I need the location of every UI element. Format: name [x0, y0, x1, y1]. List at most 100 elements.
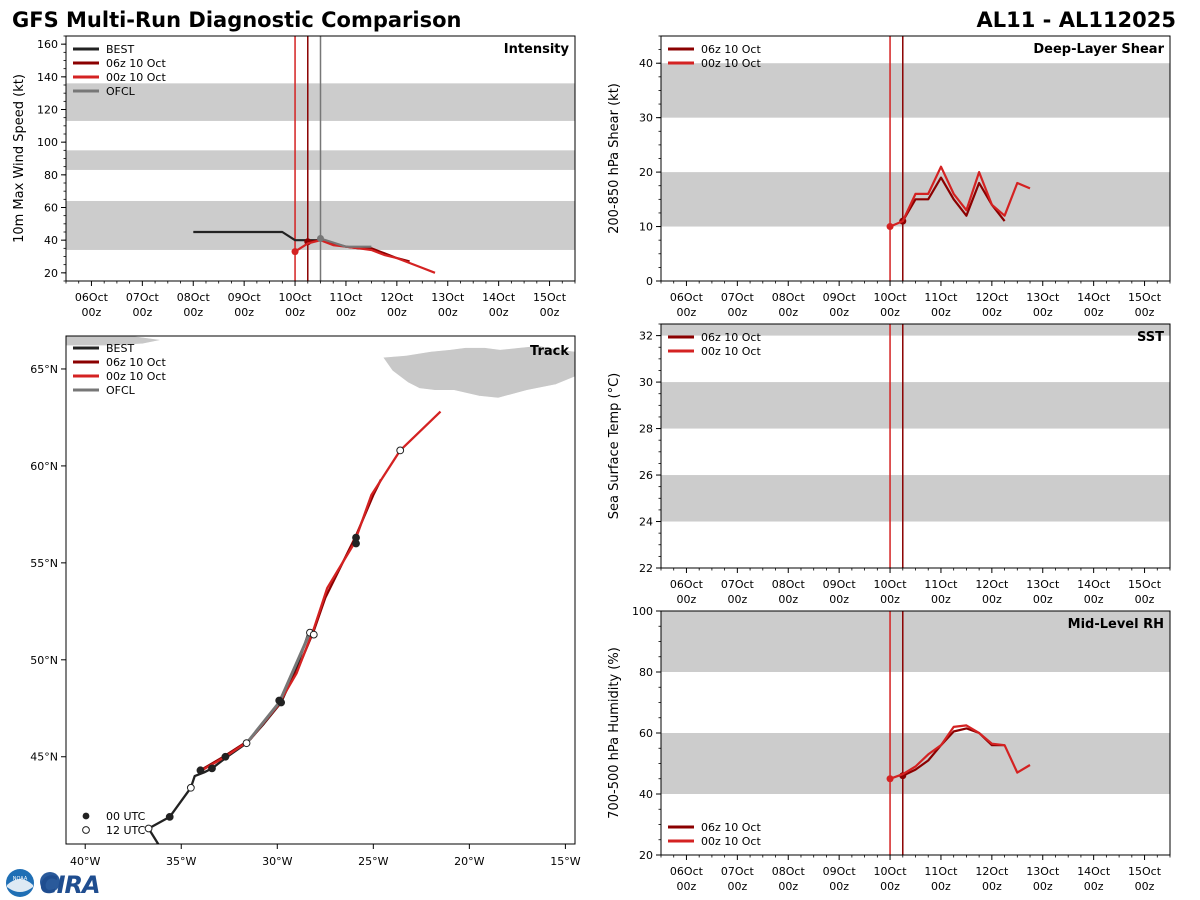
intensity-series-start-run_00z — [291, 248, 299, 256]
rh-series-start-run_00z — [886, 775, 894, 783]
track-x-tick-label: 30°W — [262, 855, 292, 868]
rh-x-tick-sublabel: 00z — [727, 880, 747, 893]
rh-x-tick-label: 14Oct — [1077, 865, 1111, 878]
rh-y-tick-label: 100 — [632, 605, 653, 618]
intensity-x-tick-sublabel: 00z — [82, 306, 102, 319]
intensity-x-tick-sublabel: 00z — [234, 306, 254, 319]
shear-x-tick-label: 10Oct — [874, 291, 908, 304]
intensity-x-tick-label: 07Oct — [126, 291, 160, 304]
track-x-tick-label: 25°W — [358, 855, 388, 868]
track-x-tick-label: 15°W — [550, 855, 580, 868]
intensity-x-tick-sublabel: 00z — [336, 306, 356, 319]
sst-y-tick-label: 22 — [639, 562, 653, 575]
track-point-00utc — [208, 764, 216, 773]
sst-y-tick-label: 28 — [639, 423, 653, 436]
noaa-logo-text: NOAA — [13, 876, 28, 882]
shear-x-tick-label: 06Oct — [670, 291, 704, 304]
intensity-y-tick-label: 80 — [44, 169, 58, 182]
rh-x-tick-label: 09Oct — [823, 865, 857, 878]
track-plot-area — [66, 336, 575, 844]
sst-panel-title: SST — [1137, 330, 1164, 345]
intensity-x-tick-sublabel: 00z — [132, 306, 152, 319]
shear-x-tick-label: 11Oct — [924, 291, 958, 304]
sst-y-tick-label: 30 — [639, 376, 653, 389]
track-series-run_00z — [197, 410, 442, 774]
rh-x-tick-sublabel: 00z — [982, 880, 1002, 893]
shear-x-tick-sublabel: 00z — [880, 306, 900, 319]
shear-x-tick-label: 13Oct — [1026, 291, 1060, 304]
rh-x-tick-label: 06Oct — [670, 865, 704, 878]
sst-plot-area — [661, 324, 1170, 568]
shear-y-tick-label: 10 — [639, 221, 653, 234]
sst-x-tick-sublabel: 00z — [1135, 593, 1155, 606]
shear-series-run_06z — [901, 176, 1006, 222]
shear-series-start-run_00z — [886, 223, 894, 231]
intensity-x-tick-sublabel: 00z — [438, 306, 458, 319]
shear-y-tick-label: 0 — [646, 275, 653, 288]
shear-x-tick-label: 14Oct — [1077, 291, 1111, 304]
rh-series-run_00z — [889, 724, 1031, 780]
track-point-12utc — [242, 739, 251, 748]
track-point-00utc — [221, 752, 230, 761]
rh-band-1 — [661, 611, 1170, 672]
legend-label-run_06z: 06z 10 Oct — [701, 43, 761, 56]
sst-x-tick-label: 13Oct — [1026, 578, 1060, 591]
shear-x-tick-sublabel: 00z — [931, 306, 951, 319]
legend-label-run_00z: 00z 10 Oct — [701, 57, 761, 70]
intensity-x-tick-label: 14Oct — [482, 291, 516, 304]
legend-label-run_06z: 06z 10 Oct — [106, 356, 166, 369]
land-greenland — [66, 336, 163, 347]
intensity-y-axis-label: 10m Max Wind Speed (kt) — [12, 74, 27, 243]
track-frame — [65, 335, 576, 845]
intensity-y-tick-label: 20 — [44, 267, 58, 280]
page-title: GFS Multi-Run Diagnostic Comparison — [12, 8, 461, 32]
legend-label-run_00z: 00z 10 Oct — [106, 370, 166, 383]
rh-x-tick-sublabel: 00z — [931, 880, 951, 893]
track-x-tick-label: 40°W — [70, 855, 100, 868]
track-point-00utc — [275, 696, 284, 705]
sst-y-tick-label: 26 — [639, 469, 653, 482]
shear-x-tick-sublabel: 00z — [982, 306, 1002, 319]
sst-y-tick-label: 32 — [639, 330, 653, 343]
legend-label-best: BEST — [106, 342, 134, 355]
legend-label-run_06z: 06z 10 Oct — [106, 57, 166, 70]
rh-x-tick-sublabel: 00z — [1033, 880, 1053, 893]
intensity-x-tick-label: 13Oct — [431, 291, 465, 304]
track-panel: 40°W 35°W 30°W 25°W 20°W 15°W 45°N 50°N 55°N 60°N… — [30, 335, 581, 868]
sst-x-tick-label: 09Oct — [823, 578, 857, 591]
track-point-12utc — [144, 824, 153, 833]
track-y-tick-label: 50°N — [30, 654, 58, 667]
track-point-12utc — [396, 446, 405, 455]
track-point-12utc — [186, 783, 195, 792]
cira-logo: CIRA — [40, 871, 101, 899]
sst-x-tick-label: 11Oct — [924, 578, 958, 591]
track-point-12utc — [309, 630, 318, 639]
sst-x-tick-sublabel: 00z — [880, 593, 900, 606]
intensity-x-tick-sublabel: 00z — [540, 306, 560, 319]
track-y-tick-label: 45°N — [30, 751, 58, 764]
marker-legend-12utc-label: 12 UTC — [106, 824, 146, 837]
legend-label-run_00z: 00z 10 Oct — [701, 345, 761, 358]
shear-x-tick-label: 12Oct — [975, 291, 1009, 304]
sst-y-axis-label: Sea Surface Temp (°C) — [607, 373, 622, 520]
intensity-y-tick-label: 40 — [44, 234, 58, 247]
legend-label-run_00z: 00z 10 Oct — [701, 835, 761, 848]
shear-y-tick-label: 40 — [639, 57, 653, 70]
rh-x-tick-label: 07Oct — [721, 865, 755, 878]
shear-y-tick-label: 30 — [639, 112, 653, 125]
shear-y-tick-label: 20 — [639, 166, 653, 179]
intensity-x-tick-label: 10Oct — [279, 291, 313, 304]
sst-x-tick-sublabel: 00z — [1084, 593, 1104, 606]
rh-y-tick-label: 20 — [639, 849, 653, 862]
rh-x-tick-label: 15Oct — [1128, 865, 1162, 878]
intensity-x-tick-label: 08Oct — [177, 291, 211, 304]
sst-panel: 22 24 26 28 30 32 06Oct 00z 07Oct 00z 08Oct 00z 09Oc… — [607, 323, 1171, 606]
sst-x-tick-sublabel: 00z — [677, 593, 697, 606]
intensity-x-tick-label: 11Oct — [329, 291, 363, 304]
sst-band-2 — [661, 324, 1170, 336]
track-map-layer — [66, 336, 575, 844]
rh-x-tick-sublabel: 00z — [1084, 880, 1104, 893]
rh-y-tick-label: 60 — [639, 727, 653, 740]
track-panel-title: Track — [530, 344, 569, 359]
